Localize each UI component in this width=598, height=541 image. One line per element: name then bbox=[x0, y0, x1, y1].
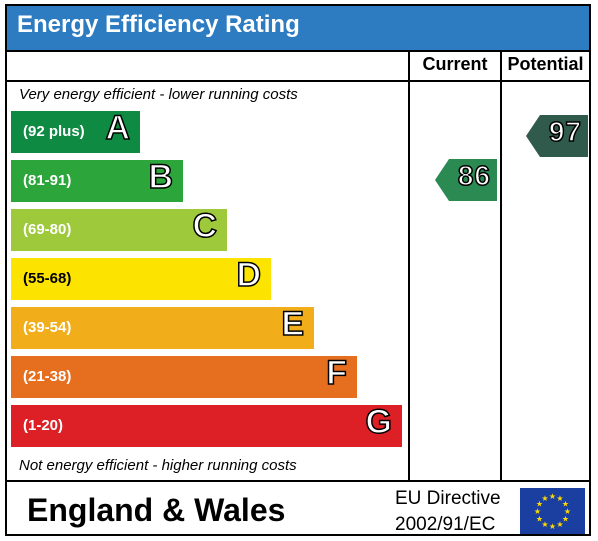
current-rating-arrow: 86 bbox=[435, 159, 497, 201]
current-column-header: Current bbox=[422, 54, 488, 74]
band-letter: D bbox=[236, 255, 262, 295]
rating-band-g: (1-20) G bbox=[11, 402, 402, 447]
divider-footer bbox=[7, 480, 589, 482]
rating-band-a: (92 plus) A bbox=[11, 108, 140, 153]
energy-rating-chart: Energy Efficiency Rating Current Potenti… bbox=[5, 4, 591, 536]
eu-star-icon: ★ bbox=[562, 500, 569, 509]
band-letter: B bbox=[148, 157, 174, 197]
band-range-label: (92 plus) bbox=[23, 123, 85, 140]
eu-star-icon: ★ bbox=[536, 500, 543, 509]
potential-arrow-shape bbox=[526, 115, 588, 157]
bottom-note: Not energy efficient - higher running co… bbox=[19, 457, 297, 474]
potential-rating-value: 97 bbox=[548, 115, 582, 148]
eu-star-icon: ★ bbox=[556, 520, 563, 529]
eu-directive: EU Directive 2002/91/EC bbox=[395, 486, 501, 538]
eu-star-icon: ★ bbox=[562, 515, 569, 524]
eu-directive-line2: 2002/91/EC bbox=[395, 514, 496, 535]
rating-band-d: (55-68) D bbox=[11, 255, 271, 300]
eu-star-icon: ★ bbox=[541, 494, 548, 503]
eu-star-icon: ★ bbox=[534, 507, 541, 516]
potential-rating-arrow: 97 bbox=[526, 115, 588, 157]
band-letter: A bbox=[105, 108, 131, 148]
current-arrow-shape bbox=[435, 159, 497, 201]
rating-band-f: (21-38) F bbox=[11, 353, 357, 398]
eu-star-icon: ★ bbox=[556, 494, 563, 503]
chart-title: Energy Efficiency Rating bbox=[17, 11, 300, 38]
eu-star-icon: ★ bbox=[536, 515, 543, 524]
band-range-label: (55-68) bbox=[23, 270, 72, 287]
band-range-label: (1-20) bbox=[23, 417, 64, 434]
rating-band-e: (39-54) E bbox=[11, 304, 314, 349]
region-label: England & Wales bbox=[27, 492, 286, 528]
eu-star-icon: ★ bbox=[541, 520, 548, 529]
divider-current bbox=[408, 50, 410, 482]
band-letter: F bbox=[325, 353, 347, 393]
band-range-label: (81-91) bbox=[23, 172, 72, 189]
eu-directive-line1: EU Directive bbox=[395, 488, 501, 509]
divider-title bbox=[7, 50, 589, 52]
eu-stars: ★ ★★★★★★★★★★★ bbox=[534, 492, 571, 531]
potential-column-header: Potential bbox=[507, 54, 584, 74]
band-letter: G bbox=[365, 402, 393, 442]
band-range-label: (39-54) bbox=[23, 319, 72, 336]
divider-header bbox=[7, 80, 589, 82]
current-rating-value: 86 bbox=[457, 159, 491, 192]
band-range-label: (21-38) bbox=[23, 368, 72, 385]
band-letter: E bbox=[281, 304, 305, 344]
eu-star-icon: ★ bbox=[549, 522, 556, 531]
eu-star-icon: ★ bbox=[564, 507, 571, 516]
band-letter: C bbox=[192, 206, 218, 246]
rating-band-c: (69-80) C bbox=[11, 206, 227, 251]
eu-flag-icon: ★ ★ ★ ★ ★ ★ ★ ★ ★ ★ ★ ★ bbox=[520, 488, 585, 534]
band-range-label: (69-80) bbox=[23, 221, 72, 238]
title-bar: Energy Efficiency Rating bbox=[7, 6, 589, 50]
divider-potential bbox=[500, 50, 502, 482]
top-note: Very energy efficient - lower running co… bbox=[19, 86, 298, 103]
rating-band-b: (81-91) B bbox=[11, 157, 183, 202]
eu-star-icon: ★ bbox=[549, 492, 556, 501]
